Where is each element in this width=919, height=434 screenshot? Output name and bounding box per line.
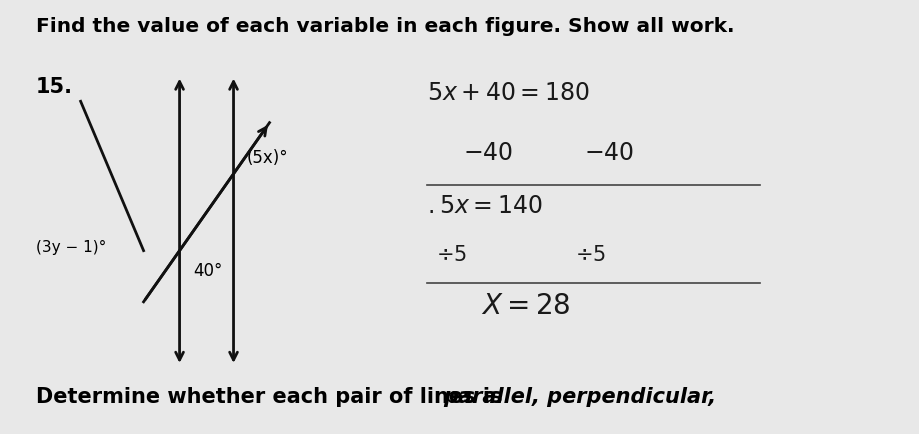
Text: parallel, perpendicular,: parallel, perpendicular,	[443, 386, 716, 406]
Text: $-40$: $-40$	[584, 140, 634, 164]
Text: $-40$: $-40$	[463, 140, 513, 164]
Text: (5x)°: (5x)°	[247, 148, 289, 166]
Text: Find the value of each variable in each figure. Show all work.: Find the value of each variable in each …	[36, 17, 734, 36]
Text: $X= 28$: $X= 28$	[481, 292, 571, 319]
Text: $\div5$: $\div5$	[575, 245, 607, 265]
Text: $5x+40=180$: $5x+40=180$	[427, 81, 589, 105]
Text: (3y − 1)°: (3y − 1)°	[36, 239, 106, 254]
Text: 40°: 40°	[193, 261, 222, 279]
Text: $\div5$: $\div5$	[436, 245, 467, 265]
Text: 15.: 15.	[36, 76, 73, 96]
Text: $.5x = 140$: $.5x = 140$	[427, 194, 542, 217]
Text: Determine whether each pair of lines is: Determine whether each pair of lines is	[36, 386, 509, 406]
